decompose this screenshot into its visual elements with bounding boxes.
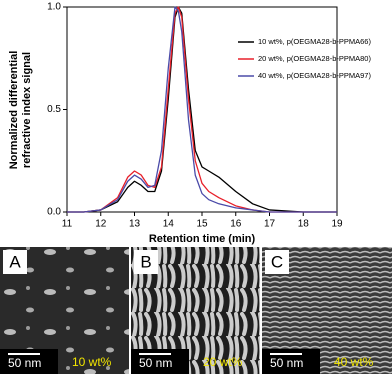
y-axis-title: Normalized differentialrefractive index … <box>8 51 33 170</box>
panel-label-box <box>134 250 158 274</box>
series-line <box>67 6 337 213</box>
series-line <box>67 6 337 213</box>
x-tick-label: 17 <box>264 219 276 230</box>
legend-label: 40 wt%, p(OEGMA28-b-PPMA97) <box>258 71 371 80</box>
legend-label: 20 wt%, p(OEGMA28-b-PPMA80) <box>258 54 371 63</box>
panel-label: A <box>9 252 21 271</box>
x-tick-label: 18 <box>298 219 310 230</box>
series-line <box>67 6 337 213</box>
x-tick-label: 16 <box>230 219 242 230</box>
x-axis-title: Retention time (min) <box>149 233 256 245</box>
panel-label-box <box>265 250 289 274</box>
panel-label: B <box>140 252 151 271</box>
x-tick-label: 15 <box>196 219 208 230</box>
y-tick-label: 0.0 <box>47 207 61 218</box>
y-axis-title-line: refractive index signal <box>21 52 33 168</box>
concentration-label: 40 wt% <box>334 355 374 369</box>
panel-label: C <box>271 252 283 271</box>
panel-label-box <box>3 250 27 274</box>
x-tick-label: 11 <box>62 219 73 230</box>
scale-label: 50 nm <box>8 356 41 370</box>
x-tick-label: 19 <box>331 219 343 230</box>
x-tick-label: 13 <box>129 219 141 230</box>
y-tick-label: 1.0 <box>47 2 61 13</box>
scale-label: 50 nm <box>139 356 172 370</box>
y-tick-label: 0.5 <box>47 104 61 115</box>
x-tick-label: 12 <box>95 219 107 230</box>
concentration-label: 20 wt% <box>203 355 243 369</box>
scale-label: 50 nm <box>270 356 303 370</box>
x-tick-label: 14 <box>163 219 175 230</box>
legend-label: 10 wt%, p(OEGMA28-b-PPMA66) <box>258 37 371 46</box>
y-axis-title-line: Normalized differential <box>8 51 20 170</box>
concentration-label: 10 wt% <box>72 355 112 369</box>
